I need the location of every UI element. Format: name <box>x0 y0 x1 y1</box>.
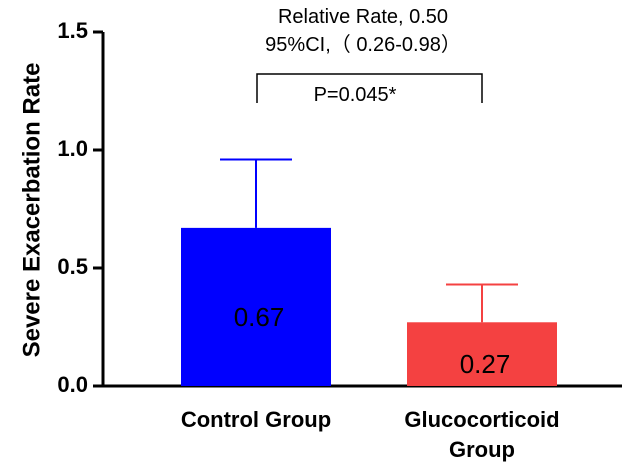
annotation: Relative Rate, 0.50 95%CI,（ 0.26-0.98） P… <box>256 6 483 106</box>
y-tick-label: 0.5 <box>57 254 88 279</box>
annotation-p-value: P=0.045* <box>314 84 397 106</box>
x-tick-label: Glucocorticoid <box>404 407 559 432</box>
y-tick-label: 1.5 <box>57 18 88 43</box>
error-bars <box>220 158 518 323</box>
bar <box>407 322 557 386</box>
data-label: 0.67 <box>234 302 285 332</box>
value-labels: 0.67 0.27 <box>234 302 511 379</box>
significance-bracket <box>256 73 483 103</box>
y-axis-title: Severe Exacerbation Rate <box>18 63 45 358</box>
bars <box>181 227 557 386</box>
category-labels: Control Group Glucocorticoid Group <box>181 407 560 462</box>
annotation-relative-rate: Relative Rate, 0.50 <box>278 6 448 28</box>
x-tick-label: Group <box>449 437 515 462</box>
bar <box>181 227 331 386</box>
y-ticks: 0.0 0.5 1.0 1.5 <box>57 18 103 397</box>
y-tick-label: 0.0 <box>57 372 88 397</box>
annotation-confidence-interval: 95%CI,（ 0.26-0.98） <box>265 33 461 56</box>
y-tick-label: 1.0 <box>57 136 88 161</box>
x-tick-label: Control Group <box>181 407 331 432</box>
data-label: 0.27 <box>460 349 511 379</box>
